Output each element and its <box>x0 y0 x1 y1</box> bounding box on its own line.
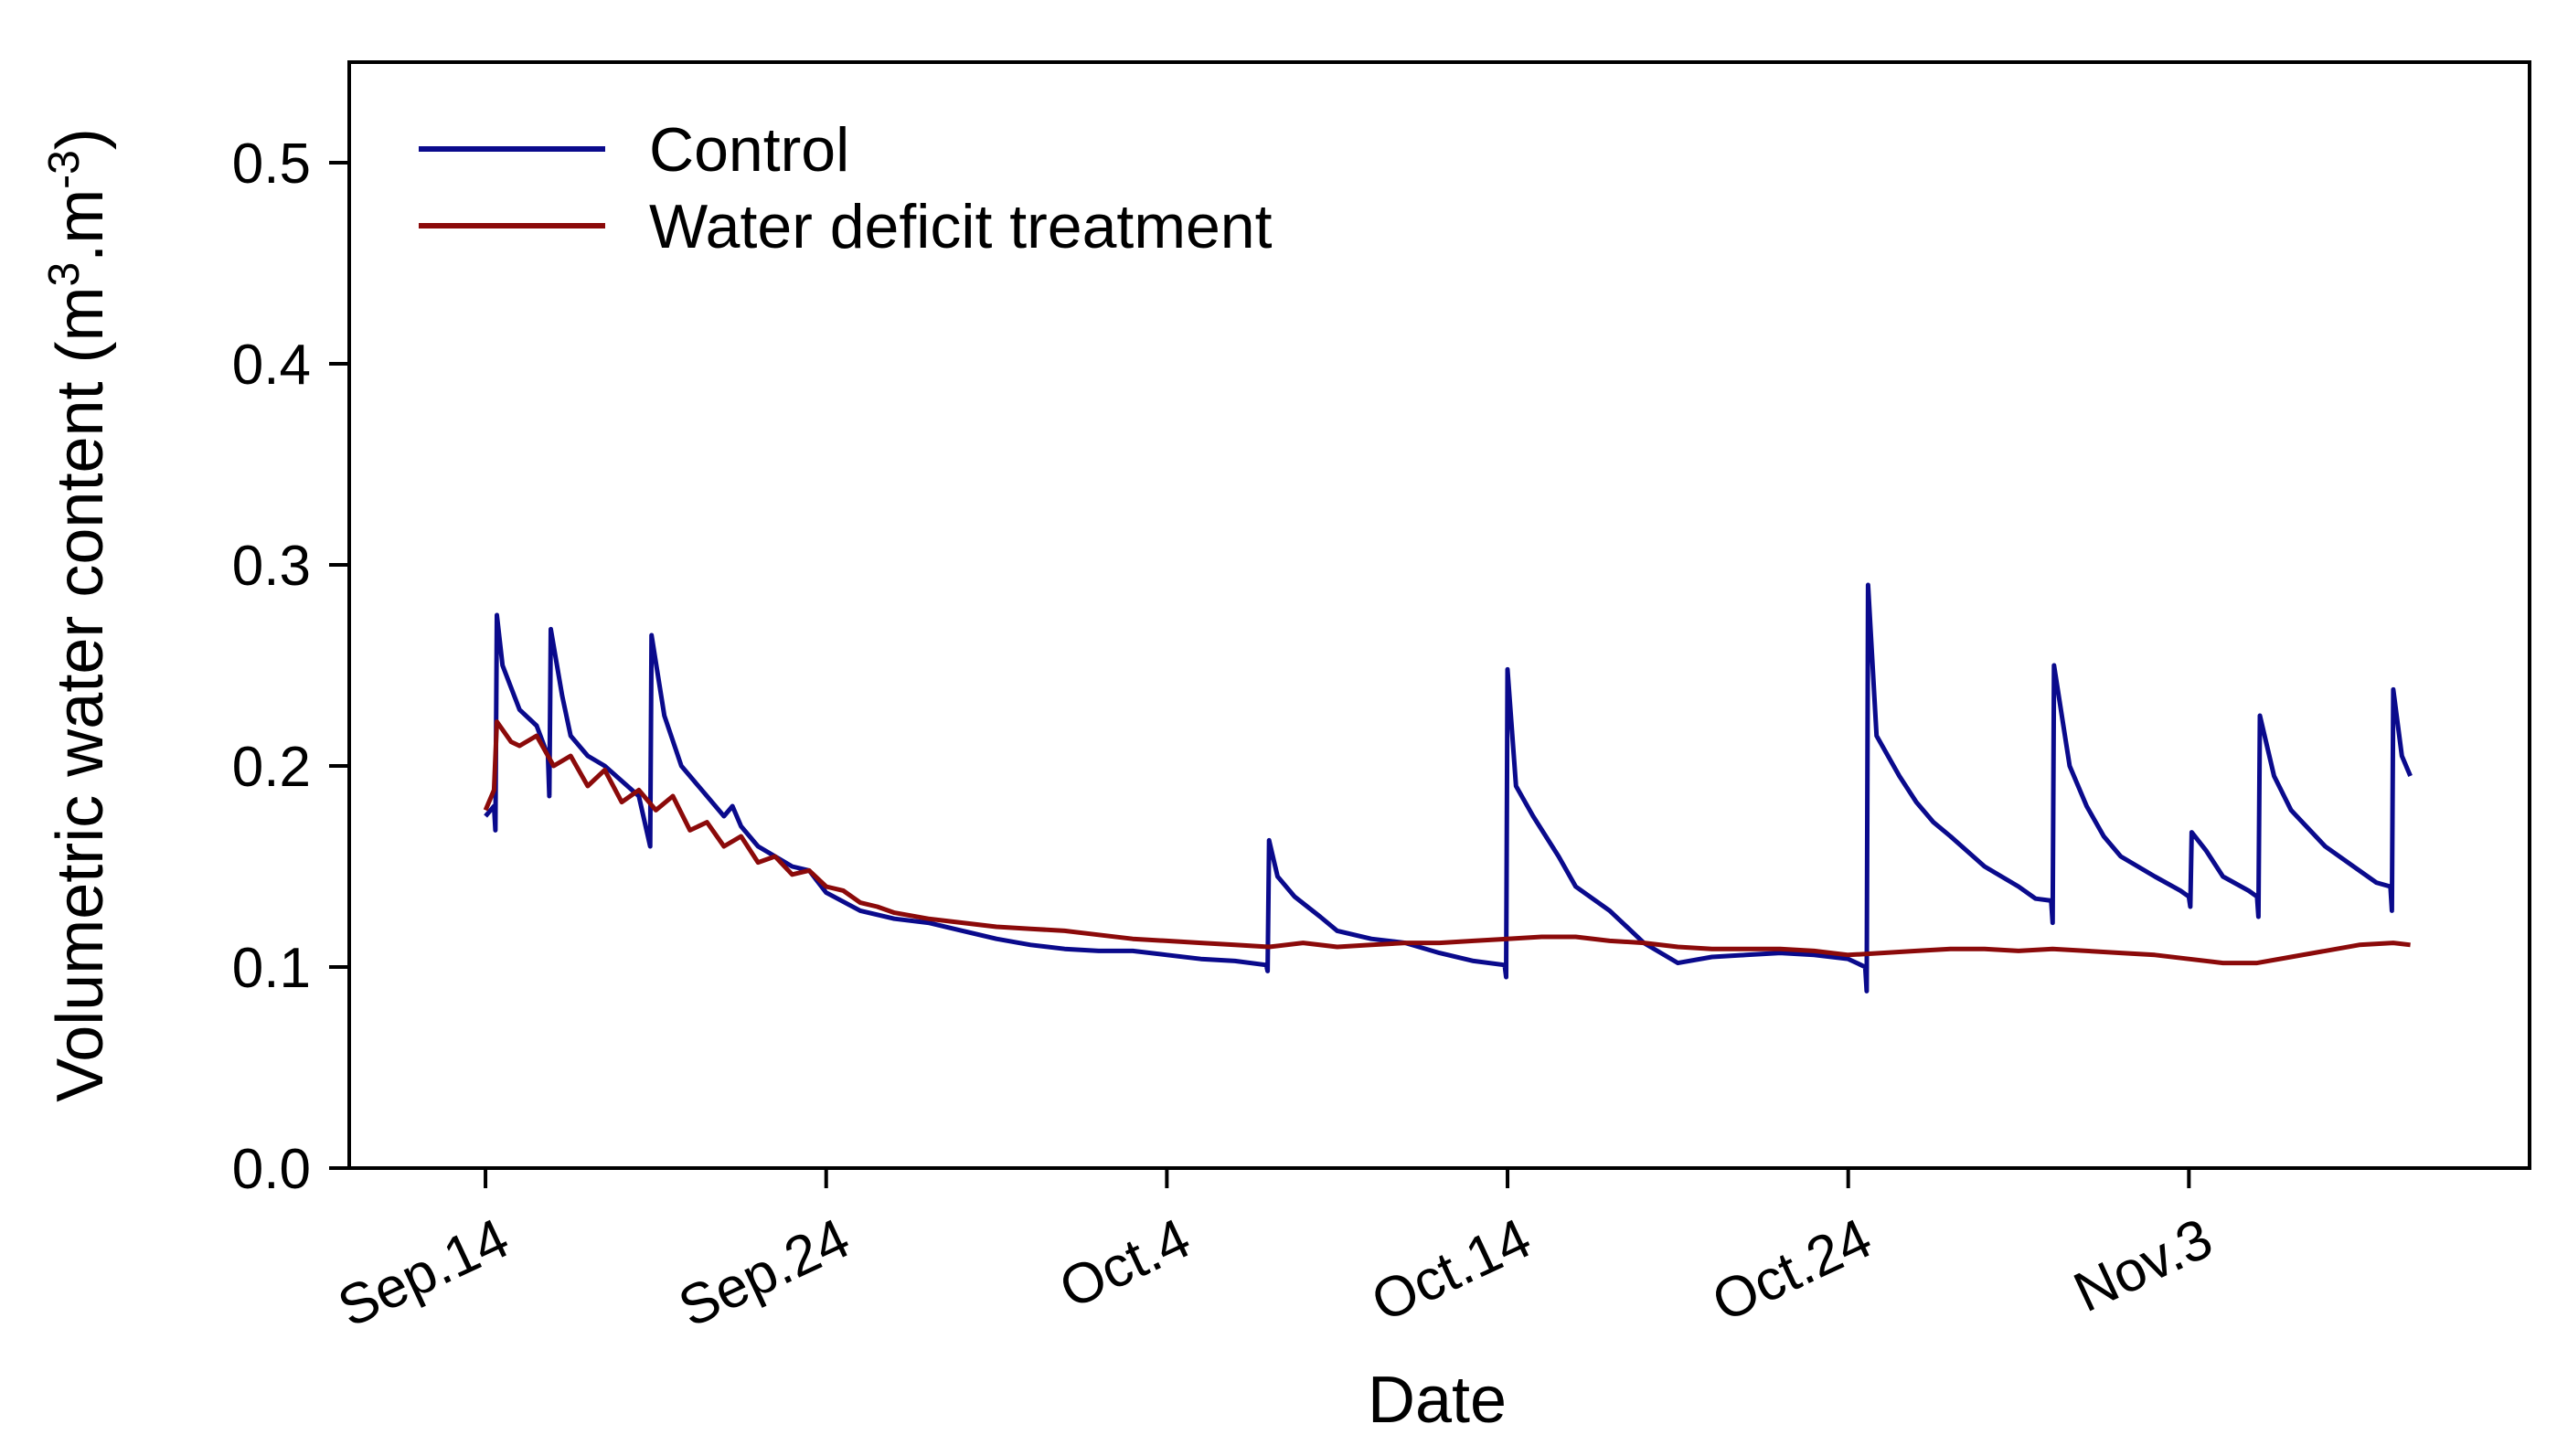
y-tick-label: 0.3 <box>232 535 311 598</box>
x-tick-label: Sep.14 <box>329 1206 518 1340</box>
y-tick-label: 0.1 <box>232 937 311 1000</box>
legend-label-water-deficit: Water deficit treatment <box>649 192 1273 261</box>
legend: Control Water deficit treatment <box>419 115 1273 261</box>
y-tick-label: 0.5 <box>232 133 311 196</box>
y-axis-title: Volumetric water content (m3.m-3) <box>40 128 117 1102</box>
x-tick-label: Nov.3 <box>2064 1206 2221 1324</box>
series-line-water-deficit <box>483 719 2411 966</box>
y-tick-label: 0.0 <box>232 1138 311 1201</box>
legend-label-control: Control <box>649 115 849 185</box>
x-axis: Sep.14 Sep.24 Oct.4 Oct.14 Oct.24 Nov.3 <box>329 1168 2221 1340</box>
plot-area-frame <box>347 60 2531 1170</box>
y-axis: 0.0 0.1 0.2 0.3 0.4 0.5 <box>232 133 349 1201</box>
x-tick-label: Oct.4 <box>1050 1206 1199 1321</box>
x-axis-title: Date <box>1368 1364 1507 1437</box>
x-tick-label: Oct.24 <box>1703 1206 1881 1334</box>
y-tick-label: 0.4 <box>232 334 311 397</box>
x-tick-label: Oct.14 <box>1362 1206 1540 1334</box>
series-layer <box>483 582 2413 994</box>
series-line-control <box>484 582 2413 994</box>
y-tick-label: 0.2 <box>232 736 311 799</box>
x-tick-label: Sep.24 <box>669 1206 858 1340</box>
